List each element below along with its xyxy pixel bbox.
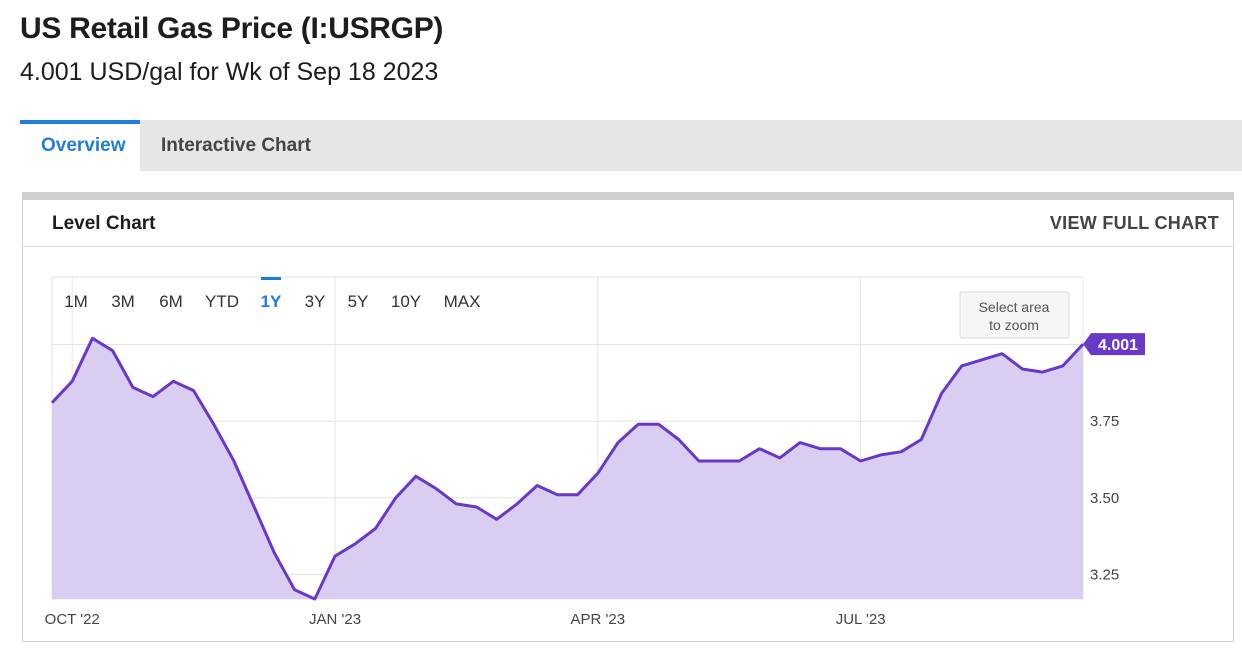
view-full-chart-link[interactable]: VIEW FULL CHART xyxy=(1049,213,1219,233)
data-point xyxy=(334,555,337,558)
data-point xyxy=(495,518,498,521)
data-point xyxy=(374,527,377,530)
series-line xyxy=(50,336,1085,601)
data-point xyxy=(596,472,599,475)
data-point xyxy=(677,438,680,441)
zoom-hint-text: Select area xyxy=(979,299,1050,315)
x-tick-label: APR '23 xyxy=(571,611,626,628)
data-point xyxy=(354,542,357,545)
zoom-hint-box xyxy=(959,291,1070,339)
data-point xyxy=(111,349,114,352)
data-point xyxy=(879,453,882,456)
data-point xyxy=(697,460,700,463)
data-point xyxy=(131,386,134,389)
data-point xyxy=(51,401,54,404)
range-button-5y[interactable]: 5Y xyxy=(348,292,369,311)
data-point xyxy=(718,460,721,463)
data-point xyxy=(960,364,963,367)
data-point xyxy=(617,441,620,444)
x-tick-label: JUL '23 xyxy=(836,611,886,628)
range-button-3y[interactable]: 3Y xyxy=(305,292,326,311)
data-point xyxy=(900,450,903,453)
range-button-6m[interactable]: 6M xyxy=(159,292,183,311)
data-point xyxy=(940,392,943,395)
panel-title: Level Chart xyxy=(52,213,156,234)
range-active-indicator xyxy=(261,277,281,280)
data-point xyxy=(394,496,397,499)
data-point xyxy=(152,395,155,398)
data-point xyxy=(839,447,842,450)
data-point xyxy=(293,588,296,591)
zoom-hint-text: to zoom xyxy=(989,317,1039,333)
x-tick-label: OCT '22 xyxy=(45,611,100,628)
data-point xyxy=(435,487,438,490)
data-point xyxy=(657,423,660,426)
range-button-max[interactable]: MAX xyxy=(444,292,481,311)
data-point xyxy=(778,456,781,459)
y-tick-label: 3.25 xyxy=(1090,566,1119,583)
data-point xyxy=(455,502,458,505)
series-area xyxy=(52,338,1083,599)
data-point xyxy=(798,441,801,444)
page-subtitle: 4.001 USD/gal for Wk of Sep 18 2023 xyxy=(20,58,439,86)
tab-bar: Overview Interactive Chart xyxy=(20,120,1242,171)
y-tick-label: 3.50 xyxy=(1090,490,1119,507)
data-point xyxy=(1021,368,1024,371)
range-button-1m[interactable]: 1M xyxy=(64,292,88,311)
data-point xyxy=(172,380,175,383)
tab-overview[interactable]: Overview xyxy=(20,120,140,171)
data-point xyxy=(71,380,74,383)
data-point xyxy=(576,493,579,496)
data-point xyxy=(313,598,316,601)
data-point xyxy=(556,493,559,496)
data-point xyxy=(515,502,518,505)
range-button-1y[interactable]: 1Y xyxy=(261,292,282,311)
data-point xyxy=(536,484,539,487)
data-point xyxy=(192,389,195,392)
data-point xyxy=(273,552,276,555)
panel-header: Level Chart VIEW FULL CHART xyxy=(23,200,1233,247)
data-point xyxy=(1001,352,1004,355)
data-point xyxy=(91,337,94,340)
data-point xyxy=(414,475,417,478)
last-value-badge xyxy=(1083,333,1145,356)
y-tick-label: 3.75 xyxy=(1090,413,1119,430)
data-point xyxy=(1041,371,1044,374)
last-value-label: 4.001 xyxy=(1098,337,1138,354)
data-point xyxy=(758,447,761,450)
x-tick-label: JAN '23 xyxy=(309,611,361,628)
range-button-3m[interactable]: 3M xyxy=(111,292,135,311)
data-point xyxy=(232,460,235,463)
data-point xyxy=(859,460,862,463)
tab-interactive-chart[interactable]: Interactive Chart xyxy=(161,134,311,156)
page-title: US Retail Gas Price (I:USRGP) xyxy=(20,12,444,45)
data-point xyxy=(819,447,822,450)
data-point xyxy=(980,358,983,361)
data-point xyxy=(212,423,215,426)
range-button-10y[interactable]: 10Y xyxy=(391,292,421,311)
data-point xyxy=(920,438,923,441)
data-point xyxy=(253,506,256,509)
data-point xyxy=(637,423,640,426)
data-point xyxy=(738,460,741,463)
data-point xyxy=(475,506,478,509)
data-point xyxy=(1061,364,1064,367)
range-button-ytd[interactable]: YTD xyxy=(205,292,239,311)
